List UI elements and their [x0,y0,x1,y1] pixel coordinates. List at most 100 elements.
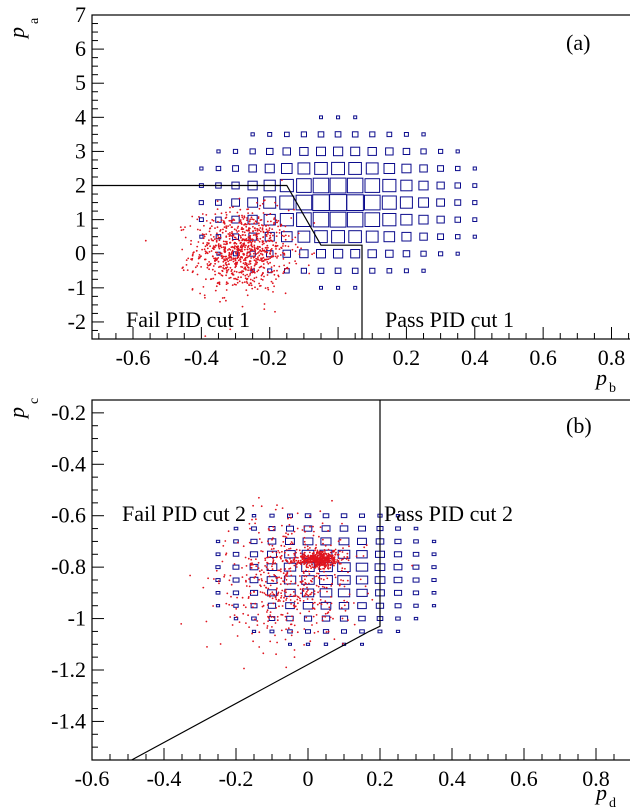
signal-bin-box [319,285,323,290]
background-dot [309,593,312,595]
background-dot [281,179,283,182]
background-dot [294,243,297,246]
panel-b-cut-boundary [131,400,381,761]
background-dot [225,553,227,556]
background-dot [231,219,234,222]
background-dot [293,561,295,563]
background-dot [329,567,332,569]
signal-bin-box [412,551,420,557]
background-dot [266,594,269,597]
background-dot [330,596,332,598]
background-dot [285,628,287,631]
background-dot [220,255,223,258]
background-dot [295,559,298,562]
panel-a-background-dots [144,179,316,337]
background-dot [322,538,324,541]
background-dot [289,570,292,572]
background-dot [319,590,321,592]
background-dot [266,251,268,253]
signal-bin-box [302,602,314,610]
background-dot [256,288,259,290]
background-dot [285,536,288,539]
y-tick-label: 7 [75,2,86,27]
background-dot [335,561,338,563]
background-dot [229,241,232,244]
signal-bin-box [394,603,402,609]
background-dot [321,619,324,622]
background-dot [280,596,282,599]
background-dot [279,556,282,558]
background-dot [265,224,268,227]
signal-bin-box [403,132,409,137]
background-dot [203,294,206,297]
background-dot [279,254,282,256]
background-dot [278,598,280,601]
background-dot [228,235,231,238]
background-dot [202,242,205,245]
background-dot [270,256,273,258]
signal-bin-box [281,163,293,174]
background-dot [331,562,334,565]
background-dot [272,561,274,564]
background-dot [321,551,324,554]
background-dot [229,616,232,618]
background-dot [303,540,306,543]
background-dot [237,225,240,228]
background-dot [242,228,245,230]
background-dot [184,226,186,229]
signal-bin-box [300,131,307,138]
background-dot [328,606,331,609]
signal-bin-box [472,166,477,171]
background-dot [250,558,253,561]
background-dot [273,285,275,288]
signal-bin-box [215,591,221,595]
background-dot [223,296,226,299]
background-dot [327,559,329,562]
background-dot [258,496,260,499]
background-dot [212,219,215,222]
background-dot [274,310,276,313]
background-dot [346,601,348,603]
background-dot [205,214,208,216]
background-dot [324,544,327,547]
background-dot [261,591,264,594]
background-dot [359,578,362,581]
background-dot [293,656,296,658]
background-dot [267,587,270,590]
signal-bin-box [359,629,365,634]
signal-bin-box [369,267,376,274]
background-dot [310,567,312,570]
panel-a-y-axis-subscript: a [27,17,42,24]
background-dot [231,604,234,607]
background-dot [223,575,226,578]
background-dot [343,556,346,558]
background-dot [327,567,330,570]
background-dot [235,229,238,232]
background-dot [217,220,219,223]
signal-bin-box [350,249,361,259]
background-dot [277,550,280,552]
background-dot [338,584,341,587]
background-dot [296,631,299,634]
background-dot [266,244,269,247]
background-dot [266,604,269,606]
background-dot [225,274,228,277]
background-dot [235,608,238,610]
x-tick-label: 0.8 [598,345,626,370]
background-dot [236,281,239,284]
background-dot [317,630,319,633]
background-dot [281,614,284,616]
background-dot [268,229,270,232]
background-dot [220,219,223,222]
signal-bin-box [355,575,369,585]
background-dot [259,249,262,252]
background-dot [225,236,228,238]
signal-bin-box [279,195,295,210]
background-dot [209,227,211,230]
background-dot [267,556,270,559]
background-dot [262,266,265,269]
background-dot [236,227,239,229]
background-dot [324,560,326,563]
background-dot [280,592,282,594]
background-dot [200,255,202,257]
